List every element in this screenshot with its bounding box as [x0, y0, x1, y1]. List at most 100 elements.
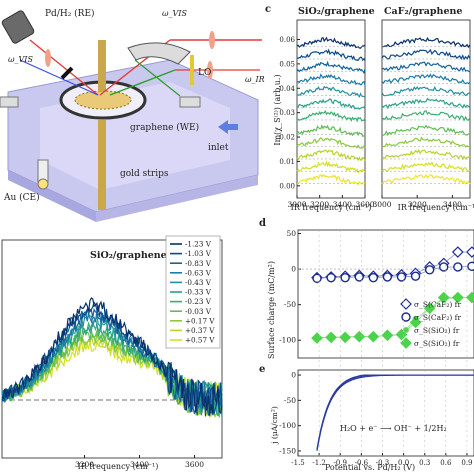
x-tick-label: 0.9 [461, 459, 472, 467]
spectrum-series [381, 97, 471, 110]
data-point [368, 272, 379, 283]
plot-frame [297, 229, 474, 359]
x-tick-label: 0.0 [398, 459, 409, 467]
current-curve [316, 374, 474, 450]
y-tick-label: 0.02 [279, 134, 295, 142]
spectrum-series [296, 36, 366, 49]
spectrum-series [296, 173, 366, 186]
legend-label: +0.57 V [185, 336, 215, 345]
legend-label: +0.37 V [185, 326, 215, 335]
x-tick-label: -0.6 [355, 459, 369, 467]
d-ylabel: Surface charge (mC/m²) [267, 261, 276, 359]
legend-marker [400, 337, 412, 349]
bl-xlabel: IR frequency (cm⁻¹) [78, 462, 159, 471]
legend-label: -0.63 V [185, 268, 212, 277]
data-point [325, 331, 337, 344]
data-point [339, 331, 352, 344]
x-tick-label: -1.2 [312, 459, 326, 467]
data-point [410, 271, 421, 281]
y-tick-label: -100 [279, 336, 296, 345]
data-point [467, 261, 474, 271]
tube-right [179, 96, 201, 108]
plot-frame [381, 19, 471, 199]
c-ylabel: Im(χ_S⁽²⁾) (arb.u.) [273, 74, 282, 145]
spectrum-series [381, 136, 471, 148]
panel-c-label: c [265, 4, 271, 15]
spectrum-series [296, 124, 366, 137]
spectrum-series [381, 48, 471, 61]
inlet-label: inlet [208, 143, 229, 153]
panel-d-label: d [259, 218, 266, 229]
legend-label: σ_S(SiO₂) fr [414, 339, 460, 348]
spectrum-series [296, 160, 366, 174]
legend-label: -0.43 V [185, 278, 212, 287]
legend-label: -1.03 V [185, 249, 212, 258]
y-tick-label: -50 [284, 396, 296, 405]
y-tick-label: 0.06 [279, 36, 295, 44]
y-tick-label: 0.04 [279, 85, 295, 93]
legend-marker [401, 312, 411, 322]
data-point [353, 330, 366, 343]
gold-strip-bottom [98, 120, 106, 210]
counter-electrode [37, 178, 49, 190]
x-tick-label: 3000 [372, 200, 391, 209]
c-left-xlabel: IR frequency (cm⁻¹) [291, 203, 372, 212]
y-tick-label: 0 [291, 265, 296, 274]
x-tick-label: 3000 [287, 200, 306, 209]
spectrum-series [296, 73, 366, 86]
data-point [451, 246, 464, 258]
legend-label: -1.23 V [185, 240, 212, 249]
x-tick-label: 3600 [185, 460, 204, 469]
cell-side-left [8, 170, 96, 222]
x-tick-label: 3200 [75, 460, 94, 469]
d-legend: σ_S(CaF₂) fr σ_S(CaF₂) fr σ_S(SiO₂) fr σ_S(… [400, 298, 461, 349]
legend-label: σ_S(CaF₂) fr [414, 300, 461, 309]
data-point [466, 291, 474, 304]
y-tick-label: 0 [291, 371, 296, 380]
bl-title: SiO₂/graphene [90, 250, 167, 261]
beam-block [60, 66, 74, 80]
data-point [423, 302, 436, 315]
data-point [409, 316, 422, 329]
lo-crystal [190, 55, 194, 85]
x-tick-label: 3200 [310, 200, 329, 209]
voltage-legend: -1.23 V-1.03 V-0.83 V-0.63 V-0.43 V-0.33… [165, 235, 221, 349]
gold-label: gold strips [120, 169, 169, 179]
data-point [382, 272, 393, 282]
spectrum-series [381, 36, 471, 49]
legend-label: +0.17 V [185, 316, 215, 325]
data-point [381, 329, 394, 342]
data-point [312, 273, 322, 284]
y-tick-label: 0.00 [279, 182, 295, 190]
x-tick-label: 3600 [355, 200, 374, 209]
omega-vis-top: ω_VIS [162, 9, 187, 18]
current-curve [316, 374, 474, 451]
data-point [354, 272, 364, 282]
y-tick-label: 0.03 [279, 109, 295, 117]
chart-c-left: 3000 3200 3400 3600 0.00 0.01 0.02 0.03 0.04 0.05… [279, 19, 375, 209]
y-tick-label: -150 [279, 446, 296, 455]
data-point [340, 272, 350, 283]
chart-d: -100 -50 0 50 [279, 229, 474, 359]
spectrum-series [296, 48, 366, 62]
spectrum-series [381, 124, 471, 137]
lens-right [207, 61, 213, 79]
spectrum-series [381, 161, 471, 172]
plot-frame [296, 19, 366, 199]
c-right-xlabel: IR frequency (cm⁻¹) [398, 203, 474, 212]
legend-marker [400, 298, 412, 310]
y-tick-label: 50 [286, 229, 296, 238]
plot-frame [297, 369, 474, 457]
spectrum-series [381, 73, 471, 85]
tube-left [0, 96, 19, 108]
parabolic-mirror [127, 42, 191, 65]
beam-lo [134, 59, 181, 97]
plot-frame [1, 239, 223, 459]
inlet-arrow [218, 120, 238, 134]
gold-strip-top [98, 40, 106, 92]
y-tick-label: 0.05 [279, 60, 295, 68]
ce-label: Au (CE) [3, 192, 40, 203]
e-ylabel: j (μA/cm²) [270, 406, 279, 445]
data-point [424, 265, 435, 275]
x-tick-label: 3400 [130, 460, 149, 469]
